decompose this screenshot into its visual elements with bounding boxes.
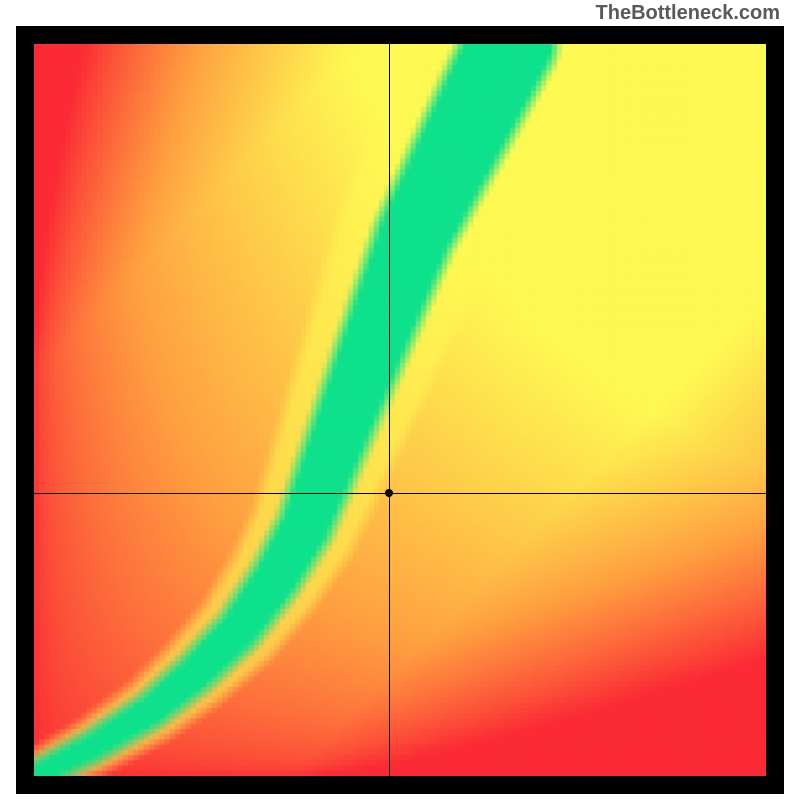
heatmap-canvas — [34, 44, 766, 776]
plot-area — [34, 44, 766, 776]
crosshair-horizontal — [34, 493, 766, 494]
crosshair-vertical — [389, 44, 390, 776]
crosshair-marker — [385, 489, 393, 497]
chart-frame — [16, 26, 784, 794]
watermark-text: TheBottleneck.com — [596, 2, 780, 25]
